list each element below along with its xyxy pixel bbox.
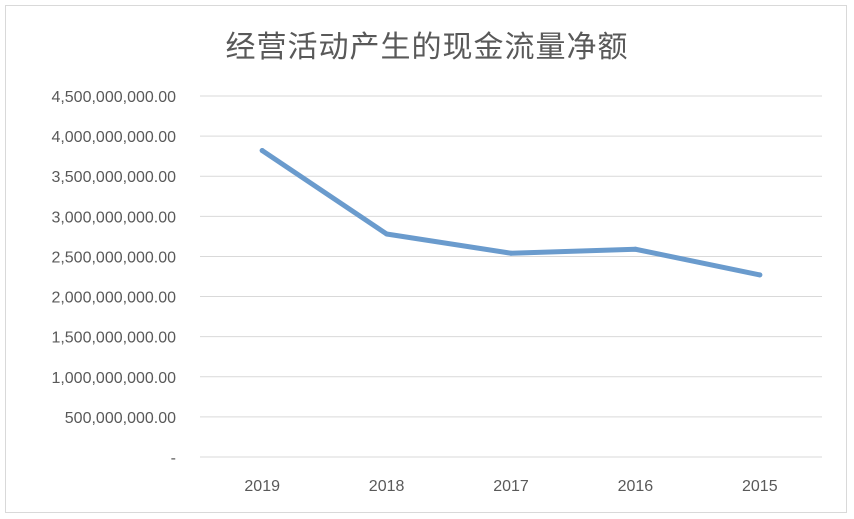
x-tick-label: 2019 bbox=[244, 478, 280, 495]
y-tick-label: 500,000,000.00 bbox=[65, 410, 176, 427]
chart-frame bbox=[5, 5, 847, 513]
y-tick-label: 1,000,000,000.00 bbox=[51, 370, 176, 387]
data-point bbox=[757, 272, 763, 278]
x-tick-label: 2015 bbox=[742, 478, 778, 495]
data-point bbox=[508, 250, 514, 256]
y-tick-label: 2,000,000,000.00 bbox=[51, 290, 176, 307]
x-tick-label: 2017 bbox=[493, 478, 529, 495]
y-tick-label: 4,500,000,000.00 bbox=[51, 89, 176, 106]
y-tick-label: 3,000,000,000.00 bbox=[51, 209, 176, 226]
y-tick-label: - bbox=[171, 450, 176, 467]
data-point bbox=[632, 246, 638, 252]
y-tick-label: 1,500,000,000.00 bbox=[51, 330, 176, 347]
y-tick-label: 3,500,000,000.00 bbox=[51, 169, 176, 186]
data-point bbox=[259, 148, 265, 154]
data-point bbox=[384, 231, 390, 237]
chart-title: 经营活动产生的现金流量净额 bbox=[225, 30, 629, 65]
y-tick-label: 2,500,000,000.00 bbox=[51, 249, 176, 266]
y-tick-label: 4,000,000,000.00 bbox=[51, 129, 176, 146]
x-tick-label: 2016 bbox=[618, 478, 654, 495]
x-tick-label: 2018 bbox=[369, 478, 405, 495]
